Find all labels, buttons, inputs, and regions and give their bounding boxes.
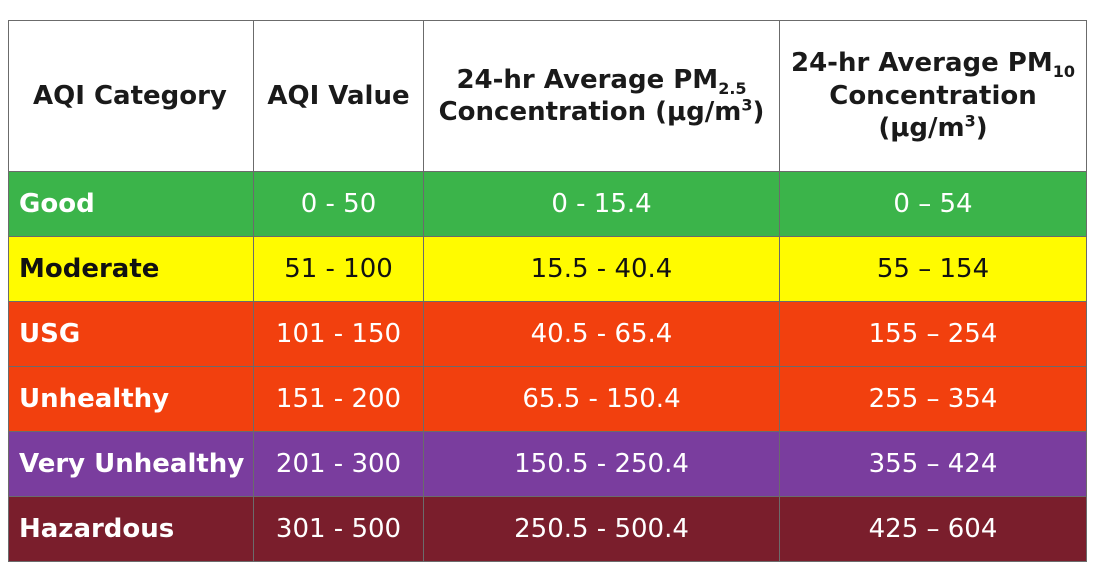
- category-cell: Hazardous: [8, 496, 254, 562]
- header-pm25-line1: 24-hr Average PM: [456, 64, 719, 95]
- table-row: Good 0 - 50 0 - 15.4 0 – 54: [8, 171, 1087, 237]
- table-row: Unhealthy 151 - 200 65.5 - 150.4 255 – 3…: [8, 366, 1087, 432]
- aqi-value-cell: 0 - 50: [253, 171, 424, 237]
- pm10-cell: 355 – 424: [779, 431, 1087, 497]
- header-pm25-concentration: 24-hr Average PM2.5 Concentration (μg/m3…: [423, 20, 780, 172]
- header-pm10-line2: Concentration: [829, 80, 1037, 111]
- category-cell: Very Unhealthy: [8, 431, 254, 497]
- table-row: Hazardous 301 - 500 250.5 - 500.4 425 – …: [8, 496, 1087, 562]
- category-cell: Unhealthy: [8, 366, 254, 432]
- header-pm25-superscript: 3: [741, 95, 753, 115]
- pm10-cell: 425 – 604: [779, 496, 1087, 562]
- category-cell: USG: [8, 301, 254, 367]
- header-pm10-line3: (μg/m: [878, 113, 965, 144]
- table-row: USG 101 - 150 40.5 - 65.4 155 – 254: [8, 301, 1087, 367]
- pm10-cell: 0 – 54: [779, 171, 1087, 237]
- category-cell: Moderate: [8, 236, 254, 302]
- header-pm25-close: ): [752, 97, 765, 127]
- header-pm10-close: ): [975, 113, 988, 144]
- header-pm10-line1: 24-hr Average PM: [791, 48, 1053, 79]
- header-aqi-category: AQI Category: [8, 20, 254, 172]
- pm25-cell: 0 - 15.4: [423, 171, 780, 237]
- category-cell: Good: [8, 171, 254, 237]
- aqi-value-cell: 51 - 100: [253, 236, 424, 302]
- header-pm25-line2: Concentration (μg/m: [438, 97, 742, 127]
- header-pm10-superscript: 3: [964, 111, 976, 131]
- table-header-row: AQI Category AQI Value 24-hr Average PM2…: [8, 20, 1087, 172]
- header-pm10-concentration: 24-hr Average PM10 Concentration (μg/m3): [779, 20, 1087, 172]
- pm10-cell: 255 – 354: [779, 366, 1087, 432]
- table-row: Very Unhealthy 201 - 300 150.5 - 250.4 3…: [8, 431, 1087, 497]
- aqi-value-cell: 301 - 500: [253, 496, 424, 562]
- pm25-cell: 150.5 - 250.4: [423, 431, 780, 497]
- pm25-cell: 65.5 - 150.4: [423, 366, 780, 432]
- aqi-value-cell: 101 - 150: [253, 301, 424, 367]
- aqi-value-cell: 151 - 200: [253, 366, 424, 432]
- pm25-cell: 250.5 - 500.4: [423, 496, 780, 562]
- aqi-value-cell: 201 - 300: [253, 431, 424, 497]
- header-pm10-subscript: 10: [1052, 62, 1075, 82]
- aqi-table: AQI Category AQI Value 24-hr Average PM2…: [8, 20, 1087, 562]
- pm10-cell: 55 – 154: [779, 236, 1087, 302]
- pm25-cell: 15.5 - 40.4: [423, 236, 780, 302]
- header-aqi-value: AQI Value: [253, 20, 424, 172]
- table-row: Moderate 51 - 100 15.5 - 40.4 55 – 154: [8, 236, 1087, 302]
- header-pm25-subscript: 2.5: [718, 78, 747, 98]
- pm10-cell: 155 – 254: [779, 301, 1087, 367]
- pm25-cell: 40.5 - 65.4: [423, 301, 780, 367]
